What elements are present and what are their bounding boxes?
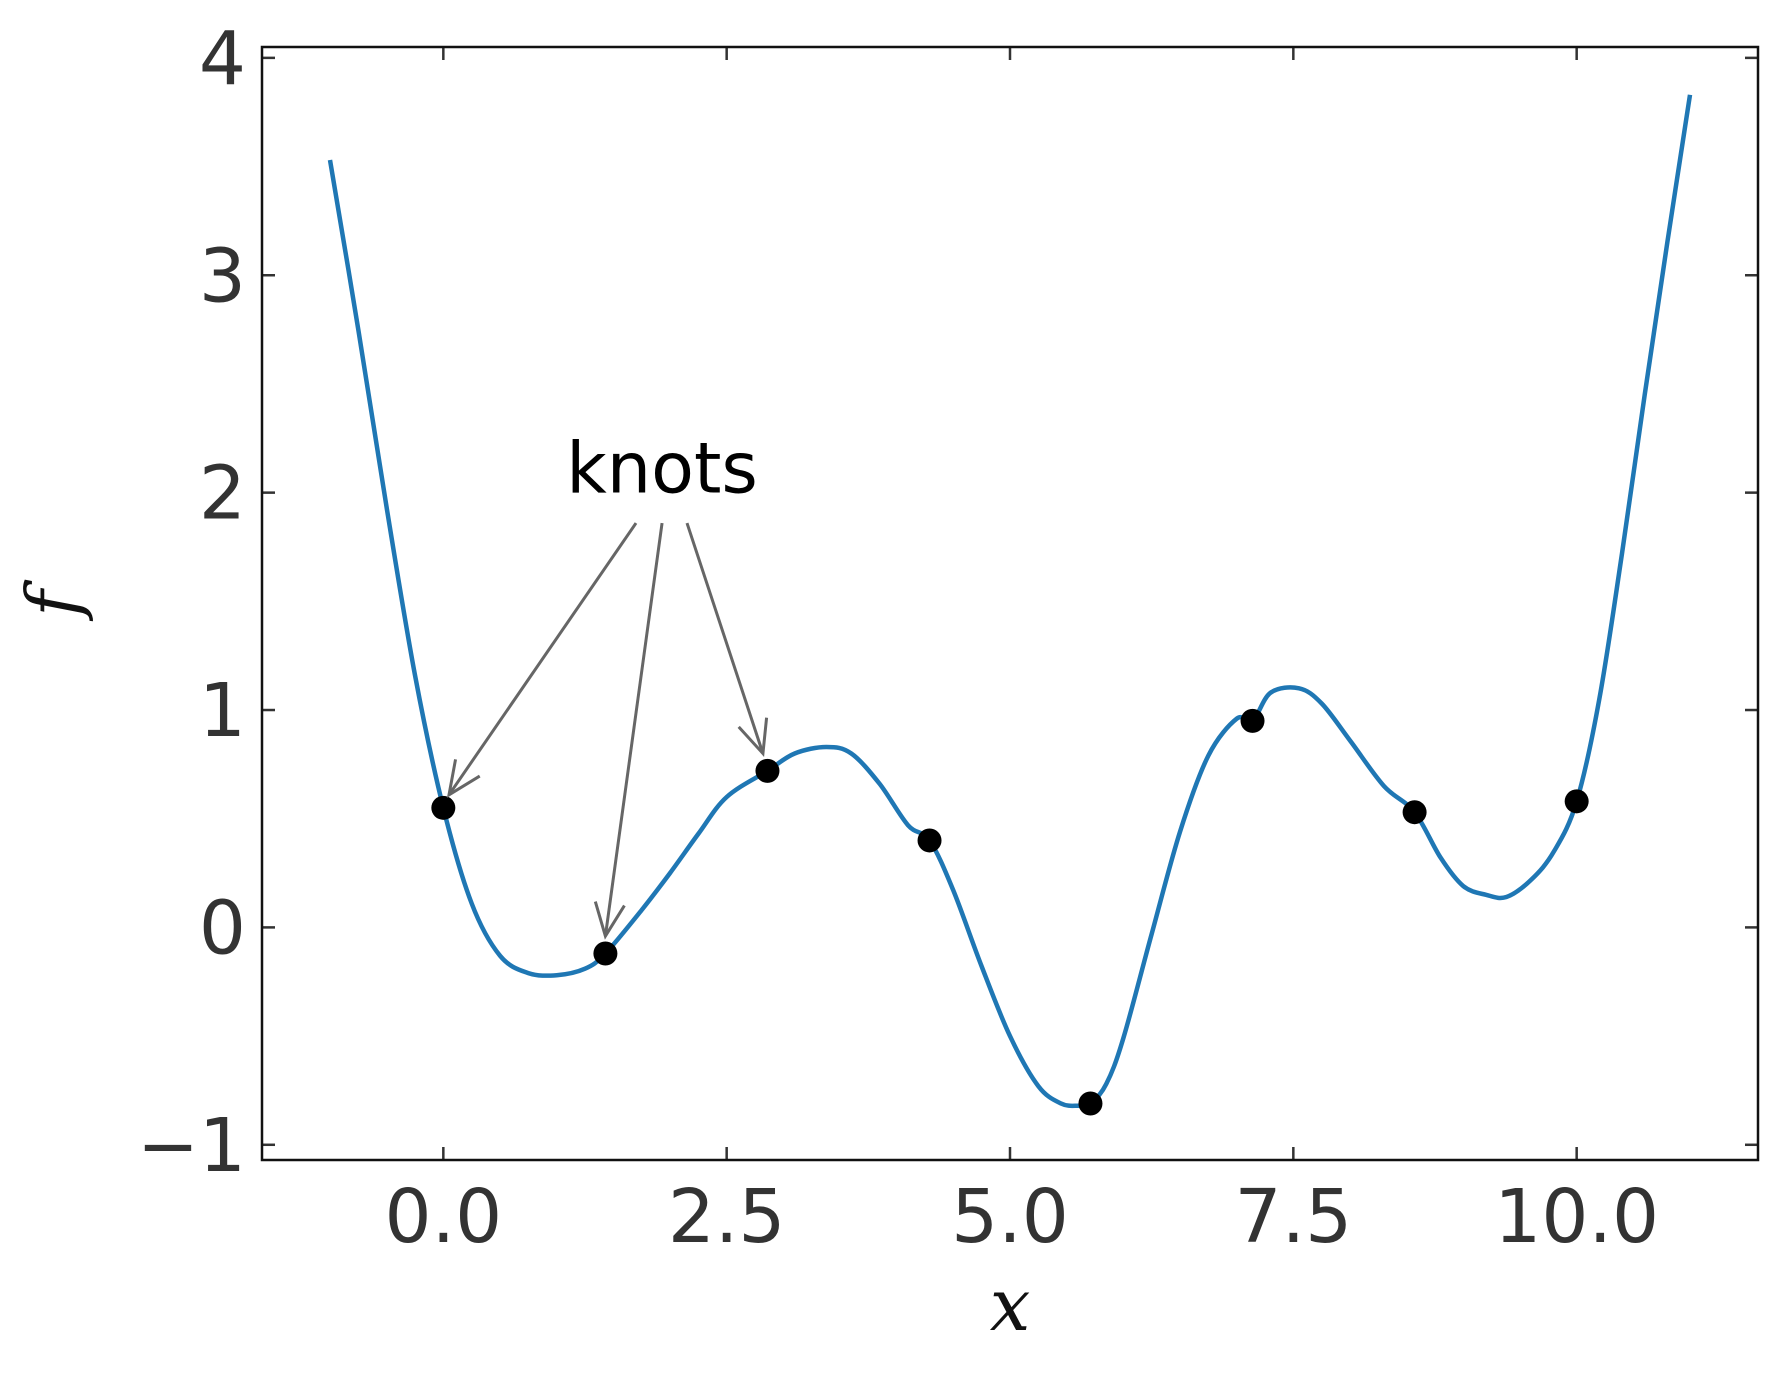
y-tick-label: 0 bbox=[199, 885, 246, 971]
y-tick-label: 1 bbox=[199, 668, 246, 754]
x-tick-label: 5.0 bbox=[951, 1174, 1069, 1260]
y-tick-label: −1 bbox=[137, 1103, 246, 1189]
knot-point bbox=[1240, 708, 1265, 733]
y-tick-label: 2 bbox=[199, 451, 246, 537]
plot-frame bbox=[260, 45, 1760, 1162]
function-curve bbox=[327, 94, 1693, 1109]
annotation-arrow bbox=[685, 522, 769, 757]
x-tick-label: 2.5 bbox=[668, 1174, 786, 1260]
y-tick-label: 3 bbox=[199, 233, 246, 319]
y-tick-label: 4 bbox=[199, 16, 246, 102]
x-tick-label: 0.0 bbox=[384, 1174, 502, 1260]
annotation-arrow bbox=[446, 522, 638, 798]
annotation-arrow bbox=[593, 522, 664, 940]
x-tick-label: 7.5 bbox=[1234, 1174, 1352, 1260]
knot-point bbox=[917, 828, 942, 853]
x-tick-label: 10.0 bbox=[1494, 1174, 1659, 1260]
knot-point bbox=[1402, 800, 1427, 825]
knot-point bbox=[431, 795, 456, 820]
knot-point bbox=[1078, 1091, 1103, 1116]
knot-point bbox=[593, 941, 618, 966]
knot-point bbox=[1564, 789, 1589, 814]
knot-point bbox=[755, 758, 780, 783]
labels-layer: x f knots bbox=[11, 428, 1030, 1347]
x-axis-label: x bbox=[990, 1263, 1031, 1347]
knots-annotation: knots bbox=[566, 428, 758, 510]
ticks-layer: 0.0 2.5 5.0 7.5 10.0 −1 0 1 2 3 4 bbox=[137, 16, 1758, 1260]
plot-layer bbox=[327, 94, 1693, 1116]
